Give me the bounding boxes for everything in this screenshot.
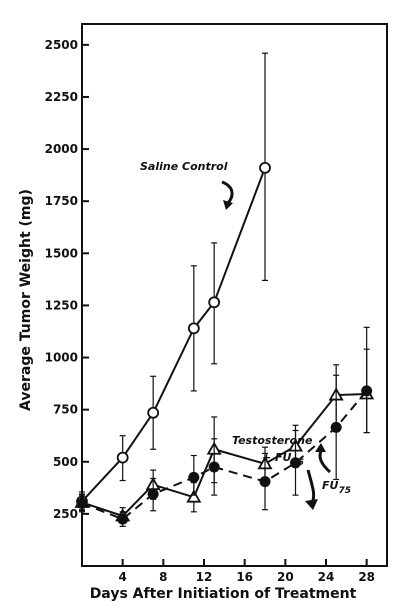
fu75-label: FU75 [322,479,351,496]
x-tick-label: 12 [196,570,213,584]
fu75-arrow [318,450,332,474]
data-point [186,489,202,503]
testosterone-arrow [306,469,316,504]
data-point [116,451,129,464]
fu75-subscript: 75 [338,486,351,496]
x-tick-label: 28 [358,570,375,584]
y-tick-label: 1750 [45,194,78,208]
data-point [259,476,271,488]
y-tick-label: 250 [53,507,78,521]
data-point [361,385,373,397]
y-tick-label: 2500 [45,38,78,52]
y-tick-label: 1000 [45,351,78,365]
y-ticks: 250 500 750 1000 1250 1500 1750 2000 2250 2500 [45,38,89,521]
data-point [330,421,342,433]
axes [81,23,388,567]
data-point [147,488,159,500]
x-tick-label: 16 [236,570,253,584]
series-2 [76,348,373,527]
plot-area [74,52,375,527]
data-point [76,497,88,509]
y-tick-label: 2250 [45,90,78,104]
testosterone-arrowhead [305,499,318,510]
data-point [187,322,200,335]
data-point [208,296,221,309]
fu75-text: FU [322,479,339,492]
y-tick-label: 750 [53,403,78,417]
x-ticks: 4 8 12 16 20 24 28 [118,559,375,584]
data-point [208,461,220,473]
saline-control-label: Saline Control [140,160,228,173]
data-point [290,457,301,469]
fu75-arrowhead [315,443,326,452]
y-axis-title: Average Tumor Weight (mg) [18,189,34,411]
series-0 [76,52,271,511]
x-axis-title: Days After Initiation of Treatment [90,586,357,602]
x-tick-label: 24 [318,570,335,584]
x-tick-label: 4 [118,570,126,584]
data-point [147,406,160,419]
y-tick-label: 1500 [45,246,78,260]
x-tick-label: 8 [159,570,167,584]
series-1 [74,326,375,524]
testosterone-fu-text: + FU [262,451,292,464]
saline-control-arrow [221,180,234,204]
testosterone-fu-subscript: 75 [292,458,305,468]
y-tick-label: 500 [53,455,78,469]
saline-control-arrowhead [223,200,233,210]
y-tick-label: 2000 [45,142,78,156]
y-tick-label: 1250 [45,298,78,312]
plot-frame [81,23,388,567]
data-point [188,471,200,483]
testosterone-fu-label: + FU75 [262,451,304,468]
data-point [259,161,271,174]
data-point [117,513,129,525]
series-line [81,167,266,503]
testosterone-label: Testosterone [232,434,313,447]
series-line [81,390,368,521]
x-tick-label: 20 [277,570,294,584]
